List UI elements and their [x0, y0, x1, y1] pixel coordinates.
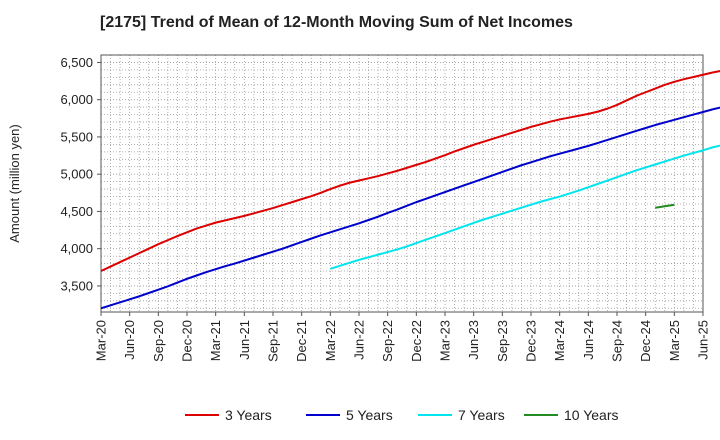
x-tick-label: Mar-21	[208, 320, 223, 361]
x-tick-label: Mar-25	[667, 320, 682, 361]
x-tick-label: Jun-20	[122, 320, 137, 360]
y-tick-label: 5,000	[60, 167, 93, 182]
x-tick-label: Jun-24	[581, 320, 596, 360]
x-tick-label: Sep-22	[380, 320, 395, 362]
x-tick-label: Mar-20	[94, 320, 109, 361]
x-tick-label: Jun-21	[237, 320, 252, 360]
legend-label: 3 Years	[225, 407, 272, 423]
x-tick-label: Dec-22	[409, 320, 424, 362]
x-tick-label: Dec-21	[294, 320, 309, 362]
x-tick-label: Jun-23	[466, 320, 481, 360]
x-tick-label: Sep-20	[151, 320, 166, 362]
x-tick-label: Mar-22	[323, 320, 338, 361]
x-tick-label: Mar-24	[552, 320, 567, 361]
series-line-7-years	[330, 144, 720, 270]
y-tick-label: 4,500	[60, 204, 93, 219]
legend-label: 5 Years	[346, 407, 393, 423]
y-tick-label: 4,000	[60, 241, 93, 256]
x-tick-label: Sep-21	[266, 320, 281, 362]
x-tick-label: Jun-22	[352, 320, 367, 360]
x-tick-label: Sep-24	[610, 320, 625, 362]
legend-label: 10 Years	[564, 407, 619, 423]
x-tick-label: Dec-20	[180, 320, 195, 362]
y-tick-label: 6,000	[60, 92, 93, 107]
x-tick-label: Mar-23	[438, 320, 453, 361]
y-tick-label: 3,500	[60, 278, 93, 293]
x-tick-label: Dec-24	[638, 320, 653, 362]
chart-title: [2175] Trend of Mean of 12-Month Moving …	[100, 14, 573, 31]
plot-frame	[100, 54, 704, 313]
series-line-5-years	[100, 106, 720, 310]
x-tick-label: Jun-25	[696, 320, 711, 360]
x-tick-label: Dec-23	[524, 320, 539, 362]
legend-label: 7 Years	[458, 407, 505, 423]
y-tick-label: 5,500	[60, 129, 93, 144]
series-line-10-years	[655, 203, 675, 209]
y-axis-label: Amount (million yen)	[7, 124, 22, 243]
x-tick-label: Sep-23	[495, 320, 510, 362]
y-tick-label: 6,500	[60, 55, 93, 70]
series-line-3-years	[100, 70, 720, 272]
